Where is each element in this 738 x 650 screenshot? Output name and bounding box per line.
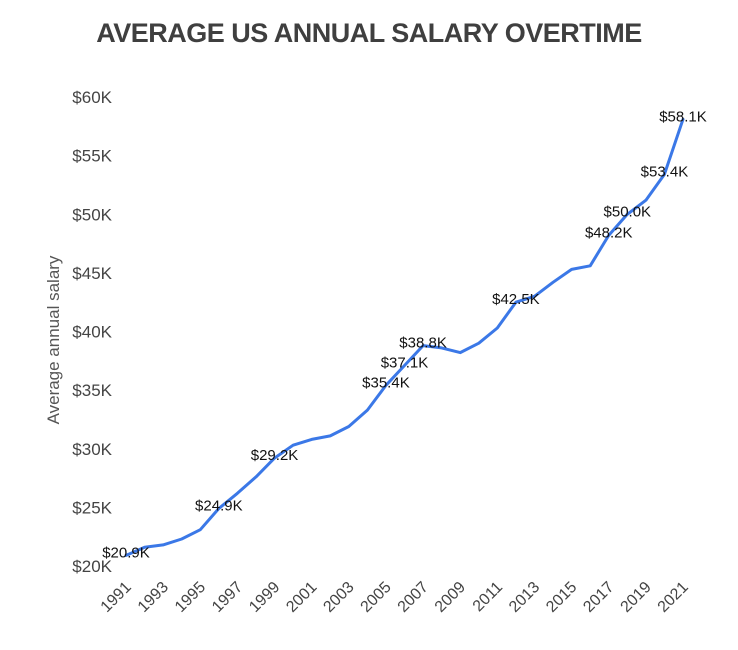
x-tick-label: 2007 — [395, 579, 432, 616]
y-tick-label: $45K — [72, 264, 112, 283]
y-tick-label: $50K — [72, 205, 112, 224]
data-label: $38.8K — [399, 335, 447, 352]
x-tick-label: 1997 — [209, 579, 246, 616]
y-axis-ticks: $20K $25K $30K $35K $40K $45K $50K $55K $60K — [72, 88, 112, 576]
series-line — [124, 117, 685, 557]
x-tick-label: 1993 — [135, 579, 172, 616]
x-tick-label: 2003 — [320, 579, 357, 616]
data-label: $24.9K — [195, 498, 243, 515]
y-tick-label: $35K — [72, 381, 112, 400]
x-tick-label: 2009 — [432, 579, 469, 616]
x-tick-label: 1991 — [98, 579, 135, 616]
x-tick-label: 2021 — [655, 579, 692, 616]
x-tick-label: 2001 — [283, 579, 320, 616]
x-tick-label: 2013 — [506, 579, 543, 616]
data-label: $50.0K — [604, 203, 652, 220]
x-tick-label: 2005 — [358, 579, 395, 616]
x-tick-label: 1999 — [246, 579, 283, 616]
data-label: $42.5K — [492, 291, 540, 308]
data-label: $53.4K — [641, 163, 689, 180]
x-tick-label: 2015 — [543, 579, 580, 616]
y-tick-label: $60K — [72, 88, 112, 107]
y-tick-label: $20K — [72, 557, 112, 576]
y-tick-label: $25K — [72, 498, 112, 517]
x-tick-label: 2017 — [580, 579, 617, 616]
y-tick-label: $40K — [72, 323, 112, 342]
data-label: $48.2K — [585, 224, 633, 241]
data-labels: $20.9K $24.9K $29.2K $35.4K $37.1K $38.8K $42.… — [102, 108, 707, 561]
series-group — [124, 117, 685, 557]
y-tick-label: $30K — [72, 440, 112, 459]
x-tick-label: 1995 — [172, 579, 209, 616]
x-tick-label: 2011 — [470, 579, 506, 615]
y-tick-label: $55K — [72, 147, 112, 166]
x-tick-label: 2019 — [618, 579, 655, 616]
y-axis-label: Average annual salary — [44, 255, 63, 424]
data-label: $58.1K — [659, 108, 707, 125]
x-axis-ticks: 1991 1993 1995 1997 1999 2001 2003 2005 2007 2009… — [98, 579, 692, 616]
chart-title: AVERAGE US ANNUAL SALARY OVERTIME — [96, 18, 642, 48]
data-label: $20.9K — [102, 544, 150, 561]
data-label: $35.4K — [362, 374, 410, 391]
data-label: $37.1K — [381, 355, 429, 372]
data-label: $29.2K — [251, 447, 299, 464]
